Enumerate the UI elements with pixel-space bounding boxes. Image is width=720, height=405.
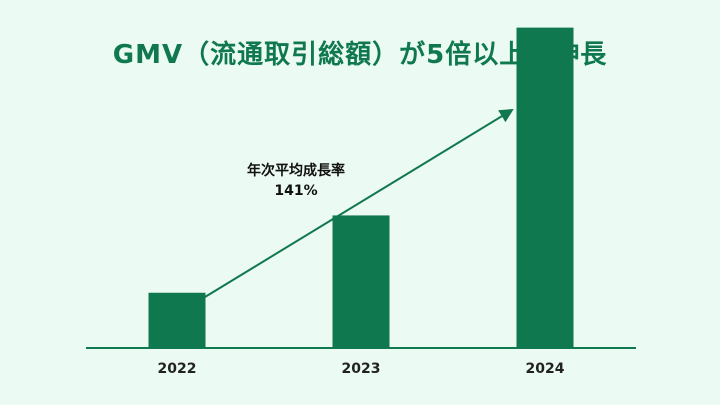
x-tick-label-2023: 2023 (342, 361, 381, 377)
bars-layer (148, 27, 574, 348)
growth-trend-arrow (204, 108, 514, 298)
cagr-label: 年次平均成長率 (247, 162, 345, 179)
bar-2024 (516, 27, 574, 348)
x-tick-label-2022: 2022 (158, 361, 197, 377)
x-tick-label-2024: 2024 (526, 361, 565, 377)
x-tick-labels: 2022 2023 2024 (158, 361, 565, 377)
bar-2023 (332, 215, 390, 348)
bar-2022 (148, 292, 206, 348)
cagr-value: 141% (274, 183, 317, 199)
